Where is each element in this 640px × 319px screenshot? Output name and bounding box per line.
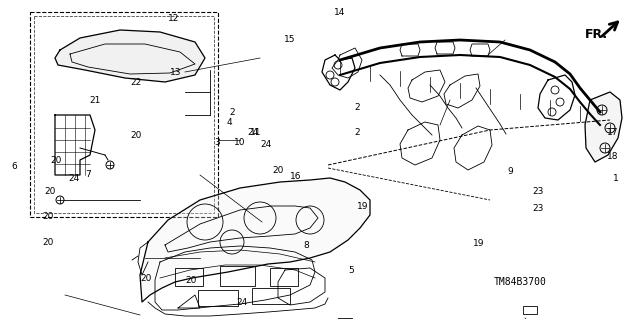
Text: 4: 4 <box>227 118 232 127</box>
Text: 12: 12 <box>168 14 180 23</box>
Text: 20: 20 <box>185 276 196 285</box>
Text: 24: 24 <box>68 174 79 183</box>
Text: 3: 3 <box>215 138 220 147</box>
Bar <box>270 268 298 286</box>
Bar <box>34 16 214 213</box>
Text: 17: 17 <box>607 128 619 137</box>
Bar <box>252 288 290 304</box>
Text: 5: 5 <box>348 266 353 275</box>
Text: 20: 20 <box>130 131 141 140</box>
Bar <box>338 318 352 319</box>
Text: 20: 20 <box>42 212 54 221</box>
Polygon shape <box>140 178 370 302</box>
Text: 13: 13 <box>170 68 182 77</box>
Text: FR.: FR. <box>585 28 608 41</box>
Text: 2: 2 <box>355 128 360 137</box>
Text: 24: 24 <box>260 140 271 149</box>
Text: 7: 7 <box>86 170 91 179</box>
Text: 21: 21 <box>89 96 100 105</box>
Text: 19: 19 <box>473 239 484 248</box>
Text: 20: 20 <box>42 238 54 247</box>
Text: 19: 19 <box>356 202 368 211</box>
Text: 24: 24 <box>236 298 248 307</box>
Text: 10: 10 <box>234 138 246 147</box>
Text: 8: 8 <box>303 241 308 250</box>
Text: 18: 18 <box>607 152 619 161</box>
Text: 14: 14 <box>333 8 345 17</box>
Text: 16: 16 <box>290 172 301 181</box>
Bar <box>30 12 218 217</box>
Bar <box>198 290 238 306</box>
Text: 22: 22 <box>130 78 141 87</box>
Text: 6: 6 <box>12 162 17 171</box>
Text: 9: 9 <box>508 167 513 176</box>
Text: 20: 20 <box>44 187 56 196</box>
Polygon shape <box>55 30 205 82</box>
Text: 11: 11 <box>250 128 262 137</box>
Text: 2: 2 <box>355 103 360 112</box>
Bar <box>220 266 255 286</box>
Text: 15: 15 <box>284 35 295 44</box>
Polygon shape <box>585 92 622 162</box>
Text: 1: 1 <box>613 174 618 183</box>
Text: 20: 20 <box>140 274 152 283</box>
Bar <box>175 268 203 286</box>
Text: 23: 23 <box>532 187 543 196</box>
Text: TM84B3700: TM84B3700 <box>493 277 547 287</box>
Text: 23: 23 <box>532 204 543 213</box>
Text: 20: 20 <box>51 156 62 165</box>
Bar <box>523 306 537 314</box>
Text: 20: 20 <box>273 166 284 175</box>
Text: 24: 24 <box>247 128 259 137</box>
Text: 2: 2 <box>229 108 234 117</box>
